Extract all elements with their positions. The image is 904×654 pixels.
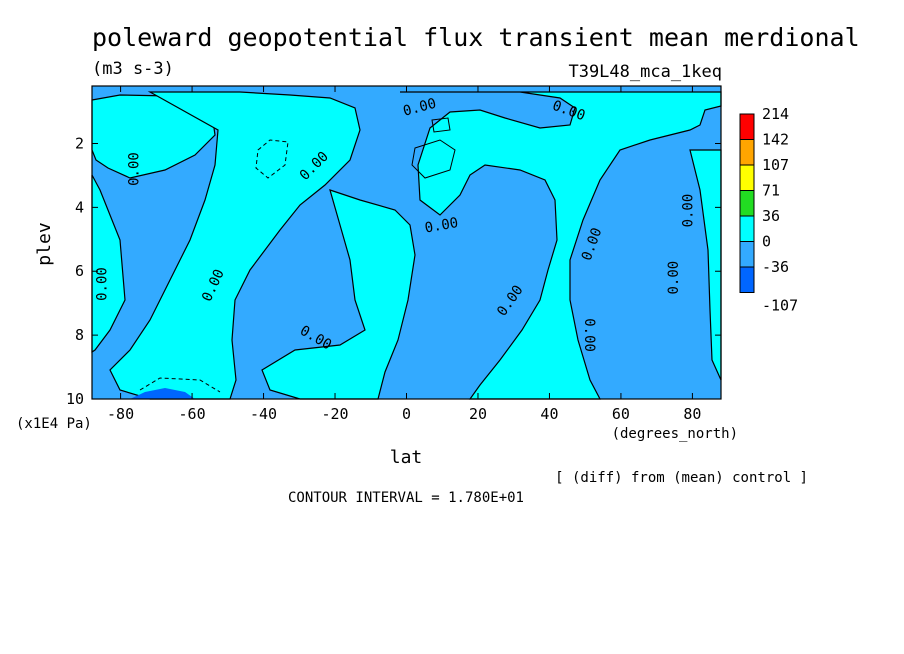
y-tick-label: 8: [75, 326, 84, 344]
colorbar-label: 142: [762, 131, 789, 149]
contour-solid-2: [431, 117, 451, 133]
colorbar-label: 71: [762, 182, 780, 200]
y-axis-label: plev: [34, 222, 55, 265]
contour-interval: CONTOUR INTERVAL = 1.780E+01: [288, 490, 524, 506]
contour-label: 0.00: [666, 261, 682, 295]
region-positive-main5: [400, 91, 722, 400]
contour-dashed-1: [255, 139, 289, 179]
colorbar-label: 214: [762, 105, 789, 123]
chart-units: (m3 s-3): [92, 59, 174, 79]
colorbar-label: 0: [762, 233, 771, 251]
contour-label: 0.00: [94, 267, 110, 301]
y-axis-ticks: 2 4 6 8 10: [66, 134, 721, 408]
colorbar-swatch: [739, 164, 755, 191]
contour-dashed-2: [139, 377, 221, 393]
colorbar-swatch: [739, 215, 755, 242]
x-tick-label: 60: [612, 405, 630, 423]
contour-label: 0.00: [680, 194, 696, 228]
y-axis-units: (x1E4 Pa): [16, 416, 92, 432]
colorbar-swatch: [739, 266, 755, 293]
contour-label: 0.00: [126, 152, 142, 186]
contour-label: 0.00: [424, 215, 460, 237]
x-axis-units: (degrees_north): [612, 426, 738, 442]
x-tick-label: 20: [469, 405, 487, 423]
colorbar-label: 36: [762, 207, 780, 225]
contour-solid-1: [411, 139, 456, 179]
colorbar-swatch: [739, 139, 755, 166]
plot-area: [91, 85, 722, 400]
x-axis-label: lat: [390, 447, 423, 468]
colorbar-label: 107: [762, 156, 789, 174]
x-tick-label: -20: [321, 405, 348, 423]
x-tick-label: 40: [540, 405, 558, 423]
x-tick-label: 80: [683, 405, 701, 423]
diff-note: [ (diff) from (mean) control ]: [555, 470, 808, 486]
colorbar: 214 142 107 71 36 0 -36 -107: [739, 105, 798, 314]
colorbar-label: -107: [762, 296, 798, 314]
colorbar-swatch: [739, 113, 755, 140]
y-tick-label: 10: [66, 390, 84, 408]
x-tick-label: -40: [250, 405, 277, 423]
chart-title: poleward geopotential flux transient mea…: [92, 23, 860, 52]
x-tick-label: -80: [107, 405, 134, 423]
colorbar-swatch: [739, 241, 755, 268]
y-tick-label: 6: [75, 262, 84, 280]
colorbar-label: -36: [762, 258, 789, 276]
run-label: T39L48_mca_1keq: [568, 62, 722, 82]
x-tick-label: 0: [402, 405, 411, 423]
contour-label: 0.00: [581, 318, 597, 352]
y-tick-label: 2: [75, 134, 84, 152]
y-tick-label: 4: [75, 198, 84, 216]
region-negative-bottom-left: [130, 388, 195, 399]
colorbar-swatch: [739, 190, 755, 217]
x-axis-ticks: -80 -60 -40 -20 0 20 40 60 80: [107, 86, 701, 423]
region-positive-main3: [109, 91, 361, 400]
x-tick-label: -60: [179, 405, 206, 423]
